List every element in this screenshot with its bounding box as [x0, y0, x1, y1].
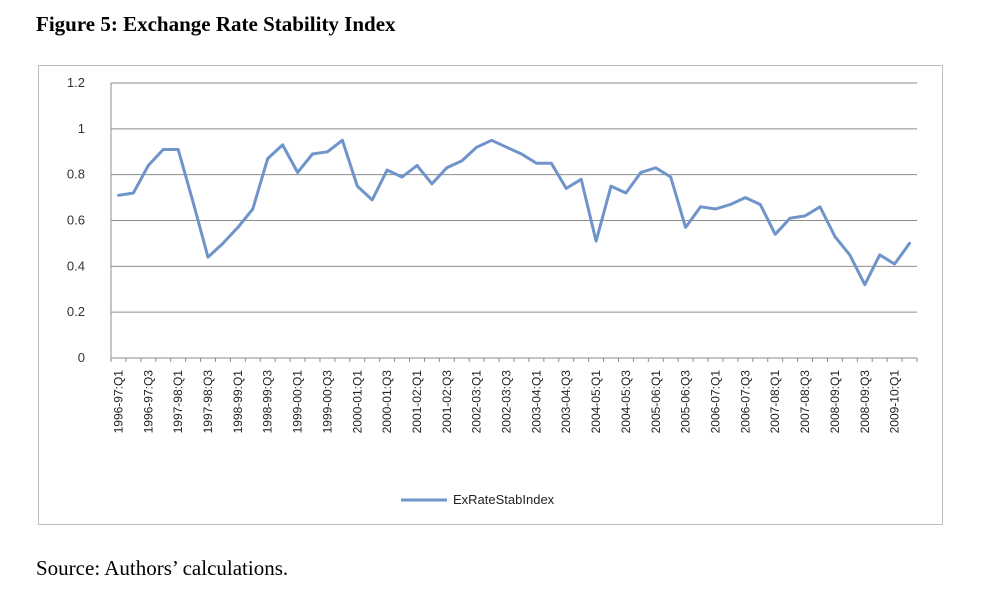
x-tick-label: 2000-01:Q3 — [380, 370, 394, 434]
x-tick-label: 2000-01:Q1 — [350, 370, 364, 434]
x-tick-label: 2005-06:Q3 — [679, 370, 693, 434]
x-tick-label: 2009-10:Q1 — [888, 370, 902, 434]
gridlines — [111, 82, 917, 313]
y-tick-label: 0.6 — [67, 213, 85, 228]
y-tick-label: 0.4 — [67, 258, 85, 273]
x-tick-label: 2004-05:Q1 — [589, 370, 603, 434]
x-tick-label: 2001-02:Q3 — [440, 370, 454, 434]
x-tick-label: 2005-06:Q1 — [649, 370, 663, 434]
x-tick-label: 2006-07:Q3 — [738, 370, 752, 434]
y-tick-label: 0 — [78, 350, 85, 365]
figure-title: Figure 5: Exchange Rate Stability Index — [36, 12, 396, 36]
x-tick-label: 1998-99:Q1 — [231, 370, 245, 434]
x-tick-label: 1997-98:Q1 — [171, 370, 185, 434]
x-tick-label: 2008-09:Q1 — [828, 370, 842, 434]
y-tick-label: 1 — [78, 121, 85, 136]
x-tick-label: 2003-04:Q1 — [529, 370, 543, 434]
series-line-exratestabindex — [117, 138, 911, 287]
x-tick-label: 2001-02:Q1 — [410, 370, 424, 434]
legend-label: ExRateStabIndex — [453, 492, 555, 507]
chart-frame: 0 0.2 0.4 0.6 0.8 1 1.2 1996-97:Q1 1996-97:Q3 19… — [38, 65, 943, 525]
x-tick-label: 1997-98:Q3 — [201, 370, 215, 434]
y-tick-label: 0.8 — [67, 167, 85, 182]
x-tick-label: 1998-99:Q3 — [261, 370, 275, 434]
x-tick-label: 2008-09:Q3 — [858, 370, 872, 434]
x-tick-label: 1996-97:Q1 — [111, 370, 125, 434]
x-tick-label: 1999-00:Q3 — [320, 370, 334, 434]
legend: ExRateStabIndex — [401, 492, 555, 507]
x-tick-label: 2002-03:Q3 — [500, 370, 514, 434]
y-tick-label: 1.2 — [67, 75, 85, 90]
series-layer — [117, 138, 911, 287]
x-tick-labels: 1996-97:Q1 1996-97:Q3 1997-98:Q1 1997-98:Q3… — [111, 370, 901, 434]
line-chart: 00.20.40.60.811.2 1996-97:Q1 1996-97:Q3 19… — [67, 75, 918, 507]
x-tick-label: 2004-05:Q3 — [619, 370, 633, 434]
source-note: Source: Authors’ calculations. — [36, 556, 289, 580]
x-tick-label: 2003-04:Q3 — [559, 370, 573, 434]
x-tick-label: 2002-03:Q1 — [470, 370, 484, 434]
x-tick-label: 2007-08:Q3 — [798, 370, 812, 434]
axes — [110, 83, 918, 362]
y-tick-label: 0.2 — [67, 304, 85, 319]
x-tick-label: 1999-00:Q1 — [291, 370, 305, 434]
x-tick-label: 2007-08:Q1 — [768, 370, 782, 434]
x-tick-label: 1996-97:Q3 — [141, 370, 155, 434]
y-tick-labels: 0 0.2 0.4 0.6 0.8 1 1.2 — [67, 75, 85, 365]
x-tick-label: 2006-07:Q1 — [709, 370, 723, 434]
